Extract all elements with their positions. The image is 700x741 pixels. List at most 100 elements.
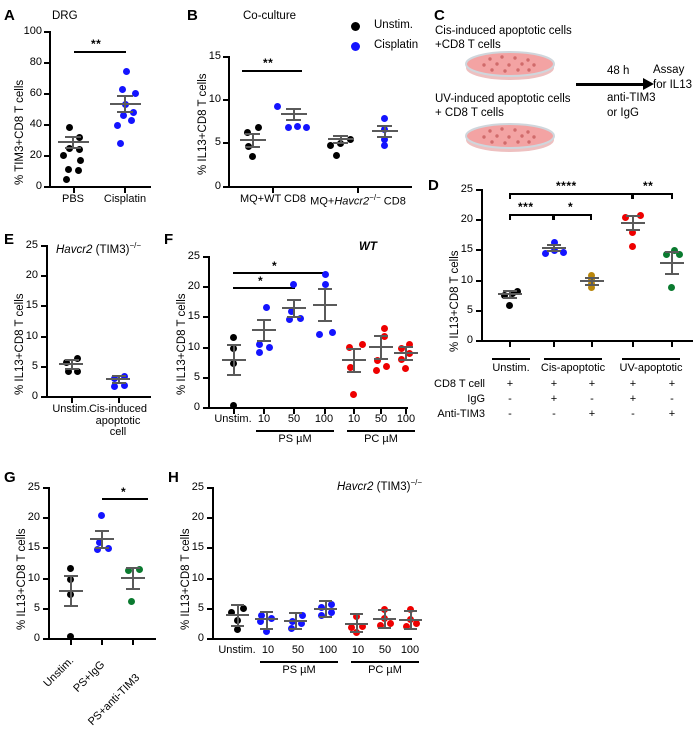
data-point bbox=[506, 302, 513, 309]
error-bar bbox=[252, 133, 254, 146]
data-point bbox=[67, 633, 74, 640]
panel-d-xtick-4 bbox=[632, 342, 634, 347]
panel-f-ylabel-10: 10 bbox=[187, 341, 200, 353]
panel-a-y-axis bbox=[49, 31, 51, 186]
error-cap bbox=[245, 133, 260, 135]
panel-e-xlabel-unstim: Unstim. bbox=[52, 403, 90, 415]
data-point bbox=[514, 288, 521, 295]
error-cap bbox=[665, 251, 679, 253]
error-bar bbox=[671, 251, 673, 273]
panel-d-xtick-1 bbox=[509, 342, 511, 347]
data-point bbox=[123, 68, 130, 75]
error-cap bbox=[626, 215, 640, 217]
panel-g-sig-stars: * bbox=[121, 485, 127, 499]
panel-f-ytick-25 bbox=[203, 256, 208, 258]
panel-d-sig-tick bbox=[671, 193, 673, 199]
panel-f-xtick-7 bbox=[405, 409, 407, 414]
data-point bbox=[132, 90, 139, 97]
legend-label-unstim: Unstim. bbox=[374, 19, 413, 31]
error-cap bbox=[112, 375, 126, 377]
panel-f-sig-stars-2: * bbox=[258, 274, 264, 288]
error-cap bbox=[257, 319, 271, 321]
error-cap bbox=[65, 147, 81, 149]
error-bar bbox=[70, 575, 72, 605]
data-point bbox=[377, 622, 384, 629]
panel-f-ytick-20 bbox=[203, 286, 208, 288]
data-point bbox=[74, 355, 81, 362]
panel-b-title: Co-culture bbox=[243, 10, 297, 22]
error-cap bbox=[126, 588, 140, 590]
petri-dish-cis bbox=[465, 51, 555, 80]
panel-e-ylabel-15: 15 bbox=[25, 299, 38, 311]
error-cap bbox=[287, 316, 301, 318]
panel-c-label: C bbox=[434, 7, 445, 24]
panel-b-xlabel-ko: MQ+Havcr2−/− CD8 bbox=[310, 193, 406, 208]
panel-f-xtick-4 bbox=[324, 409, 326, 414]
panel-a-xlabel-pbs: PBS bbox=[61, 193, 84, 205]
panel-a-sig-stars: ** bbox=[91, 37, 102, 51]
panel-a-x-axis bbox=[49, 186, 151, 188]
error-bar bbox=[356, 613, 358, 631]
panel-b-x-axis bbox=[228, 186, 412, 188]
panel-f-xlabel-ps50: 50 bbox=[287, 413, 301, 425]
error-bar bbox=[118, 375, 120, 382]
panel-d-label: D bbox=[428, 177, 439, 194]
data-point bbox=[387, 620, 394, 627]
panel-g-ylabel-15: 15 bbox=[27, 541, 40, 553]
panel-c-arrow-below1: anti-TIM3 bbox=[607, 92, 656, 104]
error-cap bbox=[245, 146, 260, 148]
panel-d-table-cell: - bbox=[552, 408, 556, 420]
panel-f-xlabel-ps100: 100 bbox=[314, 413, 334, 425]
data-point bbox=[297, 315, 304, 322]
data-point bbox=[114, 122, 121, 129]
data-point bbox=[77, 157, 84, 164]
error-bar bbox=[263, 319, 265, 340]
error-bar bbox=[266, 611, 268, 628]
panel-h-group-bar-pc bbox=[351, 661, 419, 663]
data-point bbox=[328, 601, 335, 608]
data-point bbox=[381, 136, 388, 143]
panel-d-sig-line-4 bbox=[632, 193, 673, 195]
panel-b-ytick-15 bbox=[223, 56, 228, 58]
error-bar bbox=[384, 125, 386, 136]
error-cap bbox=[378, 609, 391, 611]
panel-d-sig-tick bbox=[632, 193, 634, 199]
error-cap bbox=[404, 628, 417, 630]
panel-d-ytick-25 bbox=[476, 189, 481, 191]
data-point bbox=[258, 612, 265, 619]
data-point bbox=[290, 281, 297, 288]
panel-c-arrow-below2: or IgG bbox=[607, 107, 639, 119]
panel-d-ylabel-20: 20 bbox=[460, 213, 473, 225]
error-bar bbox=[295, 612, 297, 628]
error-cap bbox=[350, 631, 363, 633]
data-point bbox=[230, 334, 237, 341]
panel-d-table-cell: + bbox=[506, 378, 514, 390]
panel-e-ylabel-25: 25 bbox=[25, 239, 38, 251]
error-cap bbox=[117, 111, 133, 113]
panel-g-xtick-3 bbox=[132, 640, 134, 645]
panel-e-ytick-5 bbox=[41, 366, 46, 368]
data-point bbox=[637, 212, 644, 219]
panel-d-x-axis bbox=[481, 340, 693, 342]
error-cap bbox=[347, 371, 361, 373]
panel-b-ytick-10 bbox=[223, 99, 228, 101]
panel-f-xlabel-pc100: 100 bbox=[396, 413, 416, 425]
error-cap bbox=[286, 119, 301, 121]
data-point bbox=[128, 117, 135, 124]
data-point bbox=[403, 623, 410, 630]
panel-e-x-axis bbox=[46, 396, 151, 398]
panel-d-sig-tick bbox=[509, 214, 511, 220]
error-bar bbox=[72, 136, 74, 147]
error-cap bbox=[126, 567, 140, 569]
panel-a-ylabel-20: 20 bbox=[29, 149, 42, 161]
error-cap bbox=[377, 125, 392, 127]
panel-h-y-axis bbox=[212, 487, 214, 638]
panel-d-table-cell: + bbox=[668, 408, 676, 420]
panel-f-group-label-ps: PS µM bbox=[278, 433, 312, 445]
error-cap bbox=[333, 135, 348, 137]
panel-e-y-axis bbox=[46, 245, 48, 396]
data-point bbox=[111, 383, 118, 390]
data-point bbox=[359, 623, 366, 630]
panel-g-ytick-5 bbox=[43, 608, 48, 610]
data-point bbox=[63, 359, 70, 366]
